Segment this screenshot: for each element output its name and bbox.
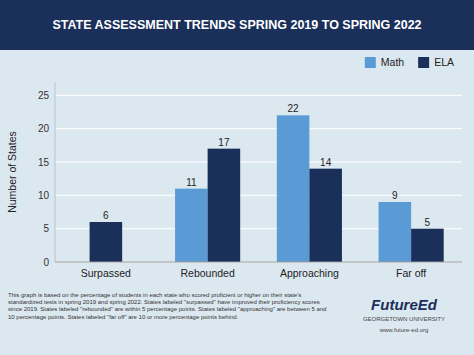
legend-swatch bbox=[418, 57, 429, 68]
title-bar bbox=[0, 0, 474, 50]
logo: FutureEd GEORGETOWN UNIVERSITY www.future-… bbox=[340, 296, 468, 334]
x-axis-line bbox=[55, 262, 462, 263]
logo-sub: www.future-ed.org bbox=[340, 327, 468, 335]
title: STATE ASSESSMENT TRENDS SPRING 2019 TO S… bbox=[52, 18, 421, 32]
grid-line bbox=[55, 262, 462, 263]
data-label: 22 bbox=[288, 103, 300, 114]
bar bbox=[379, 202, 412, 262]
data-label: 11 bbox=[186, 177, 197, 188]
footnote: This graph is based on the percentage of… bbox=[8, 292, 328, 321]
legend-swatch bbox=[365, 57, 376, 68]
y-tick-label: 10 bbox=[38, 190, 50, 201]
data-label: 14 bbox=[320, 157, 332, 168]
y-tick-label: 25 bbox=[38, 90, 50, 101]
data-label: 6 bbox=[103, 210, 109, 221]
y-tick-label: 0 bbox=[43, 257, 49, 268]
grid-line bbox=[55, 162, 462, 163]
y-axis-line bbox=[55, 82, 56, 262]
data-label: 17 bbox=[218, 137, 230, 148]
y-tick-label: 20 bbox=[38, 123, 50, 134]
bar bbox=[90, 222, 123, 262]
x-tick-label: Far off bbox=[396, 267, 426, 279]
x-tick-label: Rebounded bbox=[180, 267, 234, 279]
legend-label: ELA bbox=[434, 56, 454, 68]
y-tick-label: 15 bbox=[38, 157, 50, 168]
bar bbox=[175, 189, 208, 262]
x-tick-label: Surpassed bbox=[81, 267, 131, 279]
y-tick-label: 5 bbox=[43, 223, 49, 234]
data-label: 9 bbox=[392, 190, 398, 201]
y-axis-label: Number of States bbox=[6, 131, 18, 213]
logo-main: FutureEd bbox=[340, 296, 468, 313]
bar bbox=[208, 149, 241, 262]
bar bbox=[277, 115, 310, 262]
grid-line bbox=[55, 195, 462, 196]
bars bbox=[90, 115, 444, 262]
grid-line bbox=[55, 95, 462, 96]
x-tick-label: Approaching bbox=[280, 267, 339, 279]
bar bbox=[309, 169, 342, 262]
logo-sub: GEORGETOWN UNIVERSITY bbox=[340, 316, 468, 324]
bar bbox=[411, 229, 444, 262]
data-label: 5 bbox=[425, 217, 431, 228]
legend-label: Math bbox=[381, 56, 405, 68]
grid-line bbox=[55, 128, 462, 129]
